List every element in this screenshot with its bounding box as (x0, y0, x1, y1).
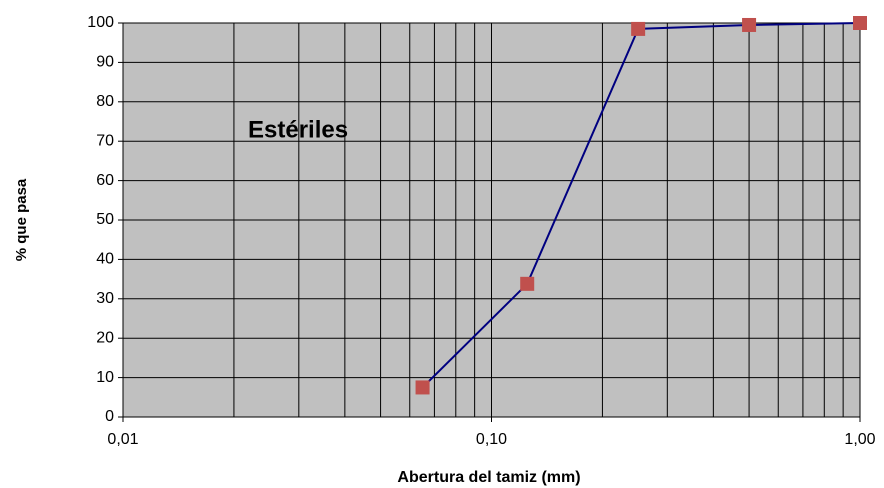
y-tick-label: 40 (96, 251, 114, 268)
y-tick-label: 50 (96, 211, 114, 228)
y-tick-label: 60 (96, 172, 114, 189)
plot-border (122, 22, 861, 418)
y-axis-label: % que pasa (13, 178, 30, 261)
y-tick-label: 100 (87, 14, 114, 31)
marker (631, 21, 646, 36)
x-tick-label: 1,00 (844, 431, 875, 448)
marker (415, 380, 430, 395)
y-tick-label: 0 (105, 408, 114, 425)
annotation: Estériles (248, 116, 348, 143)
y-tick-label: 20 (96, 329, 114, 346)
y-tick-label: 70 (96, 132, 114, 149)
marker (520, 276, 535, 291)
x-axis-label: Abertura del tamiz (mm) (397, 469, 580, 486)
y-tick-label: 10 (96, 369, 114, 386)
x-tick-label: 0,01 (107, 431, 138, 448)
y-tick-label: 90 (96, 54, 114, 71)
y-tick-label: 80 (96, 93, 114, 110)
marker (742, 17, 757, 32)
y-tick-label: 30 (96, 290, 114, 307)
x-tick-label: 0,10 (476, 431, 507, 448)
marker (853, 16, 867, 30)
